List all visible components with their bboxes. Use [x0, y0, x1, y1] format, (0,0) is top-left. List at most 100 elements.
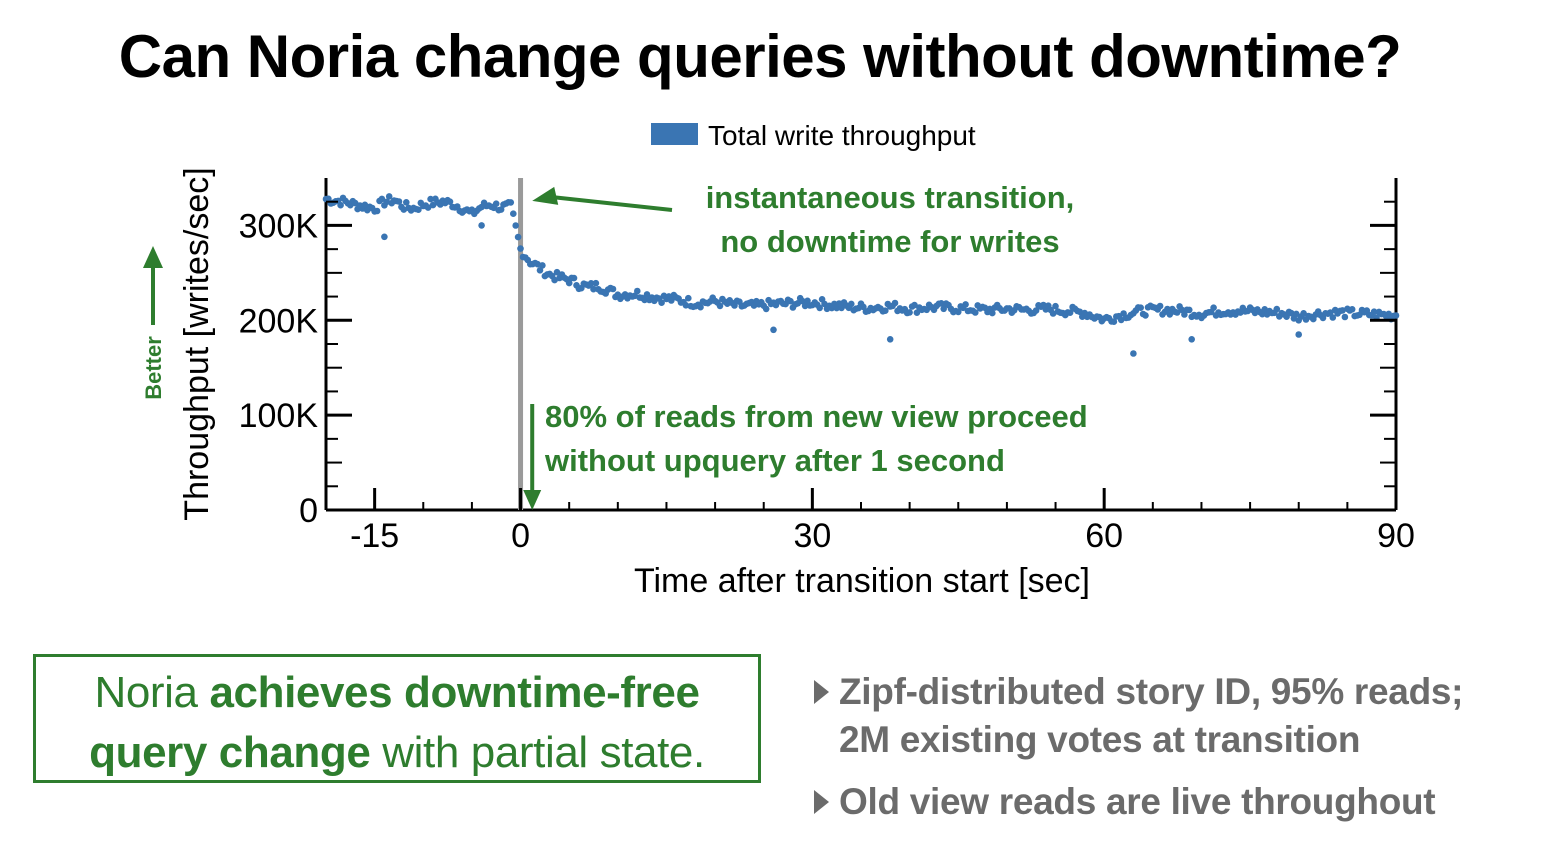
- data-point: [609, 285, 617, 293]
- data-point: [641, 296, 648, 304]
- data-point: [838, 304, 845, 312]
- data-point: [1273, 305, 1281, 313]
- data-point-outlier: [1188, 336, 1195, 343]
- data-point: [492, 200, 500, 207]
- legend-label: Total write throughput: [708, 120, 976, 151]
- data-point: [1164, 305, 1171, 313]
- data-point: [507, 199, 515, 206]
- conclusion-text-2: with partial state.: [370, 728, 705, 777]
- bullet-item-old-view: Old view reads are live throughout: [812, 778, 1542, 826]
- bullet-list: Zipf-distributed story ID, 95% reads; 2M…: [812, 668, 1542, 840]
- data-point: [429, 201, 437, 209]
- data-point: [517, 245, 524, 252]
- data-point: [682, 302, 690, 309]
- data-point: [570, 274, 578, 282]
- data-point-outlier: [381, 233, 388, 241]
- data-point: [1327, 309, 1334, 316]
- data-point: [697, 303, 704, 311]
- triangle-bullet-icon: [814, 790, 829, 814]
- data-point: [891, 299, 899, 307]
- data-point: [1329, 314, 1337, 321]
- data-point: [801, 302, 809, 310]
- conclusion-text-1: Noria: [94, 668, 210, 717]
- data-point: [989, 309, 996, 317]
- data-point: [378, 195, 386, 203]
- data-point: [587, 280, 595, 287]
- data-point: [911, 301, 918, 309]
- data-point: [634, 287, 641, 295]
- y-tick-label: 200K: [239, 302, 319, 340]
- conclusion-bold-2: query change: [89, 728, 371, 777]
- x-tick-label: 0: [511, 517, 530, 555]
- data-point: [415, 206, 422, 213]
- data-point: [882, 307, 889, 315]
- data-point: [1259, 310, 1266, 318]
- slide-title: Can Noria change queries without downtim…: [118, 23, 1402, 90]
- data-point: [590, 285, 597, 293]
- better-arrow-up-icon: [143, 246, 163, 268]
- data-point: [962, 301, 969, 308]
- x-tick-label: 30: [793, 517, 831, 555]
- data-point: [1300, 310, 1307, 317]
- data-point: [536, 267, 544, 274]
- data-point: [1110, 318, 1118, 326]
- data-point: [1066, 309, 1074, 317]
- data-point: [1210, 304, 1217, 312]
- annotations: instantaneous transition, no downtime for…: [523, 180, 1088, 510]
- data-point: [337, 201, 344, 209]
- annotation-arrow-head: [532, 186, 559, 205]
- data-point: [424, 204, 432, 211]
- data-point: [716, 302, 724, 310]
- data-point: [1293, 310, 1300, 318]
- data-point: [938, 300, 945, 307]
- data-point: [427, 195, 434, 203]
- data-point: [762, 305, 770, 313]
- data-point: [955, 308, 962, 316]
- x-tick-label: -15: [350, 517, 399, 555]
- data-point-outlier: [886, 336, 894, 343]
- better-label: Better: [141, 336, 166, 400]
- y-tick-label: 0: [299, 492, 318, 530]
- data-point: [373, 207, 381, 215]
- legend-swatch: [651, 123, 698, 145]
- data-point: [658, 299, 665, 307]
- x-tick-label: 90: [1377, 517, 1415, 555]
- data-point: [668, 297, 675, 304]
- data-point: [1288, 309, 1295, 317]
- data-point: [1341, 313, 1349, 321]
- data-point: [643, 291, 651, 298]
- data-point: [565, 279, 573, 287]
- data-point-outlier: [1295, 331, 1302, 338]
- data-point: [510, 210, 517, 217]
- data-point: [539, 262, 546, 269]
- data-point: [1173, 309, 1181, 316]
- axis-ticks: 0 100K 200K 300K -15 0 30 60 90: [239, 200, 1415, 555]
- data-point: [497, 206, 505, 213]
- data-point: [1032, 307, 1040, 314]
- data-point: [972, 309, 979, 316]
- data-point: [906, 309, 913, 316]
- conclusion-bold-1: achieves downtime-free: [209, 668, 700, 717]
- data-point: [913, 309, 921, 317]
- annotation-text-reads: 80% of reads from new view proceed: [545, 399, 1088, 434]
- data-point: [787, 297, 794, 305]
- data-point: [1392, 312, 1400, 319]
- data-point: [1137, 304, 1144, 312]
- bullet-text: Old view reads are live throughout: [839, 781, 1436, 822]
- data-point: [446, 198, 454, 205]
- data-point: [685, 294, 692, 302]
- bullet-item-workload: Zipf-distributed story ID, 95% reads; 2M…: [812, 668, 1542, 764]
- annotation-text-transition: no downtime for writes: [720, 224, 1059, 259]
- data-point: [848, 300, 855, 308]
- data-point: [1348, 306, 1356, 313]
- y-axis-label: Throughput [writes/sec]: [178, 167, 216, 520]
- annotation-text-reads: without upquery after 1 second: [544, 443, 1005, 478]
- bullet-text: Zipf-distributed story ID, 95% reads;: [839, 671, 1464, 712]
- x-tick-label: 60: [1085, 517, 1123, 555]
- y-tick-label: 300K: [239, 207, 319, 245]
- annotation-arrow-shaft: [550, 194, 673, 212]
- data-point: [512, 222, 519, 229]
- data-point: [1052, 302, 1059, 310]
- data-point: [1142, 312, 1149, 319]
